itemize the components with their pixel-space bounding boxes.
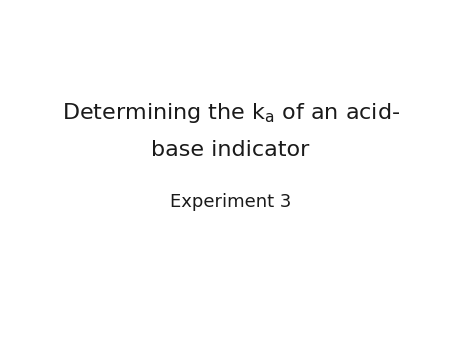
Text: base indicator: base indicator [152,140,310,160]
Text: Experiment 3: Experiment 3 [170,193,291,211]
Text: Determining the $\mathregular{k_a}$ of an acid-: Determining the $\mathregular{k_a}$ of a… [62,101,400,125]
